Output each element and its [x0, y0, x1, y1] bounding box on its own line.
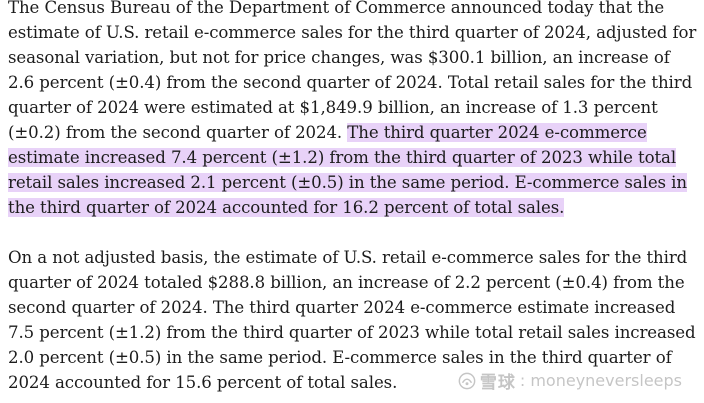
- watermark-handle: : moneyneversleeps: [519, 371, 682, 390]
- article-body: The Census Bureau of the Department of C…: [8, 0, 700, 395]
- paragraph-seasonally-adjusted: The Census Bureau of the Department of C…: [8, 0, 700, 220]
- watermark: 雪球 : moneyneversleeps: [458, 368, 682, 393]
- paragraph-not-adjusted: On a not adjusted basis, the estimate of…: [8, 248, 696, 392]
- snowball-logo-icon: [458, 372, 476, 389]
- watermark-brand: 雪球: [479, 373, 516, 393]
- paragraph-text: The Census Bureau of the Department of C…: [8, 0, 697, 142]
